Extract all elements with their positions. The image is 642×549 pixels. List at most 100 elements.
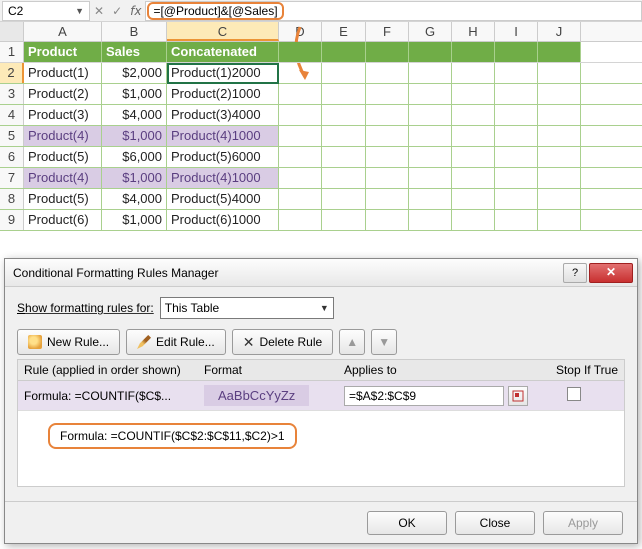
cell[interactable] [452, 210, 495, 230]
cell[interactable] [279, 147, 322, 167]
cell[interactable]: Product(4) [24, 168, 102, 188]
cell[interactable] [322, 126, 366, 146]
cell[interactable] [279, 63, 322, 83]
header-product[interactable]: Product [24, 42, 102, 62]
rule-row[interactable]: Formula: =COUNTIF($C$... AaBbCcYyZz [18, 381, 624, 411]
cell[interactable]: Product(3) [24, 105, 102, 125]
cell[interactable] [452, 189, 495, 209]
cell[interactable] [538, 105, 581, 125]
ok-button[interactable]: OK [367, 511, 447, 535]
header-sales[interactable]: Sales [102, 42, 167, 62]
apply-button[interactable]: Apply [543, 511, 623, 535]
cell[interactable] [409, 42, 452, 62]
row-header-1[interactable]: 1 [0, 42, 24, 62]
cell[interactable] [495, 63, 538, 83]
cell[interactable] [366, 84, 409, 104]
cell[interactable]: Product(2) [24, 84, 102, 104]
cell[interactable] [452, 105, 495, 125]
cell[interactable]: $6,000 [102, 147, 167, 167]
cell[interactable]: $1,000 [102, 210, 167, 230]
cell[interactable] [366, 210, 409, 230]
move-down-button[interactable]: ▼ [371, 329, 397, 355]
row-header[interactable]: 8 [0, 189, 24, 209]
cell[interactable] [452, 63, 495, 83]
cell[interactable] [538, 168, 581, 188]
cell[interactable] [409, 84, 452, 104]
cell[interactable]: $1,000 [102, 84, 167, 104]
cell[interactable]: Product(2)1000 [167, 84, 279, 104]
cell[interactable] [366, 147, 409, 167]
col-header-C[interactable]: C [167, 22, 279, 41]
range-selector-button[interactable] [508, 386, 528, 406]
cell[interactable] [495, 168, 538, 188]
name-box[interactable]: C2 ▼ [2, 1, 90, 21]
cell[interactable]: Product(1) [24, 63, 102, 83]
cell[interactable] [538, 189, 581, 209]
fx-icon[interactable]: fx [130, 4, 141, 18]
cell[interactable] [322, 210, 366, 230]
cell[interactable] [322, 189, 366, 209]
cell[interactable] [538, 84, 581, 104]
col-header-I[interactable]: I [495, 22, 538, 41]
stopif-checkbox[interactable] [567, 387, 581, 401]
enter-icon[interactable]: ✓ [112, 4, 122, 18]
cell[interactable] [495, 42, 538, 62]
dialog-titlebar[interactable]: Conditional Formatting Rules Manager ? ✕ [5, 259, 637, 287]
col-header-H[interactable]: H [452, 22, 495, 41]
col-header-F[interactable]: F [366, 22, 409, 41]
col-header-D[interactable]: D [279, 22, 322, 41]
cell[interactable]: Product(1)2000 [167, 63, 279, 83]
cell[interactable]: $1,000 [102, 168, 167, 188]
cell[interactable] [538, 210, 581, 230]
cell[interactable]: Product(6) [24, 210, 102, 230]
cell[interactable] [495, 84, 538, 104]
cell[interactable] [322, 84, 366, 104]
new-rule-button[interactable]: New Rule... [17, 329, 120, 355]
cell[interactable] [279, 168, 322, 188]
cell[interactable] [452, 42, 495, 62]
row-header[interactable]: 7 [0, 168, 24, 188]
cell[interactable]: $1,000 [102, 126, 167, 146]
cell[interactable] [366, 105, 409, 125]
scope-select[interactable]: This Table ▼ [160, 297, 334, 319]
cell[interactable] [538, 42, 581, 62]
cell[interactable] [322, 168, 366, 188]
cell[interactable] [366, 63, 409, 83]
cell[interactable] [279, 105, 322, 125]
row-header[interactable]: 5 [0, 126, 24, 146]
cell[interactable]: Product(3)4000 [167, 105, 279, 125]
cell[interactable] [409, 126, 452, 146]
cell[interactable] [452, 168, 495, 188]
cell[interactable] [495, 210, 538, 230]
col-header-A[interactable]: A [24, 22, 102, 41]
col-header-J[interactable]: J [538, 22, 581, 41]
cell[interactable] [452, 147, 495, 167]
cell[interactable] [495, 126, 538, 146]
select-all-corner[interactable] [0, 22, 24, 41]
cell[interactable] [409, 63, 452, 83]
cell[interactable] [538, 147, 581, 167]
cell[interactable] [495, 105, 538, 125]
row-header[interactable]: 4 [0, 105, 24, 125]
help-button[interactable]: ? [563, 263, 587, 283]
cell[interactable]: Product(4)1000 [167, 168, 279, 188]
close-button[interactable]: ✕ [589, 263, 633, 283]
cell[interactable]: $4,000 [102, 189, 167, 209]
cell[interactable]: Product(5) [24, 147, 102, 167]
cell[interactable] [322, 105, 366, 125]
cell[interactable] [322, 147, 366, 167]
cell[interactable]: Product(5) [24, 189, 102, 209]
cell[interactable] [366, 168, 409, 188]
name-box-dropdown-icon[interactable]: ▼ [75, 6, 84, 16]
cell[interactable] [322, 63, 366, 83]
close-footer-button[interactable]: Close [455, 511, 535, 535]
applies-to-input[interactable] [344, 386, 504, 406]
cell[interactable] [279, 84, 322, 104]
header-concat[interactable]: Concatenated [167, 42, 279, 62]
cell[interactable] [366, 42, 409, 62]
move-up-button[interactable]: ▲ [339, 329, 365, 355]
delete-rule-button[interactable]: ✕Delete Rule [232, 329, 333, 355]
cell[interactable] [279, 210, 322, 230]
cell[interactable] [409, 168, 452, 188]
cell[interactable] [279, 189, 322, 209]
